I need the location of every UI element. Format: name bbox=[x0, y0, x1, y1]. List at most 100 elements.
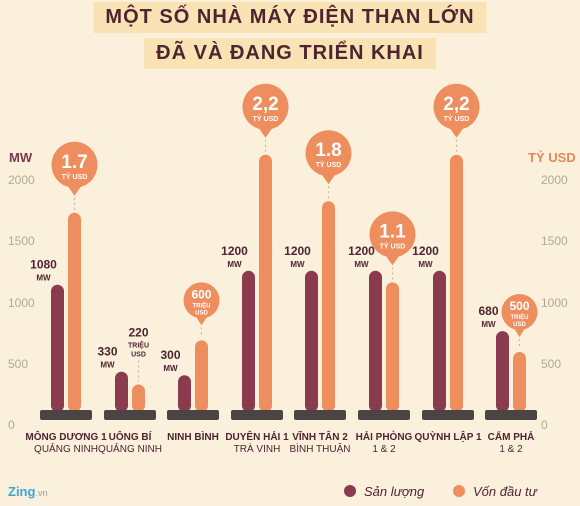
capital-bar bbox=[259, 154, 272, 413]
capital-unit-label: TỶ USD bbox=[444, 114, 470, 123]
capital-badge-pointer bbox=[319, 171, 338, 185]
capital-badge-pointer bbox=[194, 314, 209, 326]
output-bar bbox=[369, 270, 382, 412]
capital-unit-label: USD bbox=[195, 310, 208, 316]
capital-unit-label: TỶ USD bbox=[316, 160, 342, 169]
capital-bar bbox=[513, 352, 526, 412]
capital-bar bbox=[450, 154, 463, 413]
legend-output-dot-icon bbox=[344, 485, 356, 497]
bar-base bbox=[40, 410, 92, 420]
capacity-value-label: 1200 bbox=[221, 244, 248, 258]
right-tick: 1500 bbox=[541, 234, 568, 248]
output-bar bbox=[178, 375, 191, 412]
legend-capital-label: Vốn đầu tư bbox=[473, 484, 537, 499]
capacity-unit-label: MW bbox=[163, 364, 178, 373]
capital-unit-label: TỶ USD bbox=[253, 114, 279, 123]
legend-output: Sản lượng bbox=[344, 484, 424, 499]
left-tick: 2000 bbox=[8, 173, 35, 187]
brand-suffix: .vn bbox=[35, 488, 48, 498]
capital-badge bbox=[51, 141, 98, 188]
category-province-label: QUẢNG NINH bbox=[34, 444, 98, 455]
category-name-label: HẢI PHÒNG bbox=[355, 432, 413, 443]
capital-value-label: 500 bbox=[509, 299, 529, 313]
bar-base bbox=[485, 410, 537, 420]
capital-badge-pointer bbox=[512, 326, 527, 337]
bar-base bbox=[104, 410, 156, 420]
capacity-unit-label: MW bbox=[418, 260, 433, 269]
capital-badge bbox=[183, 282, 220, 319]
category-province-label: QUẢNG NINH bbox=[98, 444, 162, 455]
capital-bar bbox=[132, 384, 145, 412]
capital-value-label: 2,2 bbox=[252, 94, 278, 115]
left-tick: 0 bbox=[8, 418, 15, 432]
capital-value-label: 1.8 bbox=[315, 140, 341, 161]
capacity-unit-label: MW bbox=[481, 320, 496, 329]
category-name-label: UÔNG BÍ bbox=[108, 432, 152, 443]
bar-base bbox=[167, 410, 219, 420]
capital-value-label: 1.7 bbox=[61, 152, 87, 173]
bar-base bbox=[358, 410, 410, 420]
category-province-label: 1 & 2 bbox=[372, 444, 396, 455]
output-bar bbox=[242, 270, 255, 412]
left-tick: 1000 bbox=[8, 296, 35, 310]
capital-badge-pointer bbox=[256, 124, 275, 138]
capacity-unit-label: MW bbox=[227, 260, 242, 269]
capacity-value-label: 1200 bbox=[348, 244, 375, 258]
capacity-unit-label: MW bbox=[290, 260, 305, 269]
left-tick: 1500 bbox=[8, 234, 35, 248]
capital-value-label: 220 bbox=[128, 325, 148, 339]
capital-unit-label: TỶ USD bbox=[380, 241, 406, 250]
title-line-1: MỘT SỐ NHÀ MÁY ĐIỆN THAN LỚN bbox=[93, 2, 487, 33]
legend-output-label: Sản lượng bbox=[364, 484, 425, 499]
capital-unit-label: TRIỆU bbox=[128, 340, 149, 349]
category-name-label: DUYÊN HẢI 1 bbox=[225, 432, 289, 443]
category-name-label: NINH BÌNH bbox=[167, 432, 219, 443]
right-tick: 500 bbox=[541, 357, 562, 371]
capital-value-label: 600 bbox=[191, 287, 211, 301]
capacity-unit-label: MW bbox=[36, 274, 51, 283]
bar-base bbox=[422, 410, 474, 420]
capital-unit-label: USD bbox=[131, 351, 146, 358]
capital-value-label: 2,2 bbox=[443, 94, 469, 115]
output-bar bbox=[433, 270, 446, 412]
capacity-value-label: 680 bbox=[478, 304, 498, 318]
capacity-value-label: 330 bbox=[97, 345, 117, 359]
right-tick: 0 bbox=[541, 418, 548, 432]
category-name-label: CẨM PHẢ bbox=[487, 432, 535, 443]
capital-unit-label: TRIỆU bbox=[511, 313, 529, 321]
capital-badge-pointer bbox=[383, 252, 402, 266]
capital-bar bbox=[322, 201, 335, 412]
capital-badge bbox=[369, 211, 416, 258]
category-province-label: 1 & 2 bbox=[499, 444, 523, 455]
capital-bar bbox=[386, 282, 399, 412]
capital-badge bbox=[433, 83, 480, 130]
capacity-unit-label: MW bbox=[354, 260, 369, 269]
category-province-label: TRÀ VINH bbox=[233, 444, 281, 455]
capital-value-label: 1.1 bbox=[379, 221, 406, 242]
capital-unit-label: USD bbox=[513, 322, 526, 328]
legend-capital-dot-icon bbox=[453, 485, 465, 497]
capacity-value-label: 1200 bbox=[284, 244, 311, 258]
category-name-label: MÔNG DƯƠNG 1 bbox=[25, 432, 107, 443]
output-bar bbox=[115, 371, 128, 412]
capital-unit-label: TỶ USD bbox=[62, 172, 88, 181]
capacity-value-label: 1200 bbox=[412, 244, 439, 258]
right-tick: 1000 bbox=[541, 296, 568, 310]
output-bar bbox=[51, 284, 64, 412]
capital-badge-pointer bbox=[65, 182, 84, 196]
capacity-unit-label: MW bbox=[100, 361, 115, 370]
capacity-value-label: 300 bbox=[160, 348, 180, 362]
bar-base bbox=[294, 410, 346, 420]
category-province-label: BÌNH THUẬN bbox=[289, 444, 351, 455]
legend-capital: Vốn đầu tư bbox=[453, 484, 537, 499]
right-tick: 2000 bbox=[541, 173, 568, 187]
brand-name: Zing bbox=[8, 484, 36, 499]
capital-badge bbox=[305, 130, 352, 177]
capital-badge bbox=[242, 83, 289, 130]
right-axis-unit: TỶ USD bbox=[528, 150, 576, 165]
capital-bar bbox=[195, 340, 208, 412]
category-name-label: VĨNH TÂN 2 bbox=[292, 432, 348, 443]
output-bar bbox=[305, 270, 318, 412]
output-bar bbox=[496, 331, 509, 412]
